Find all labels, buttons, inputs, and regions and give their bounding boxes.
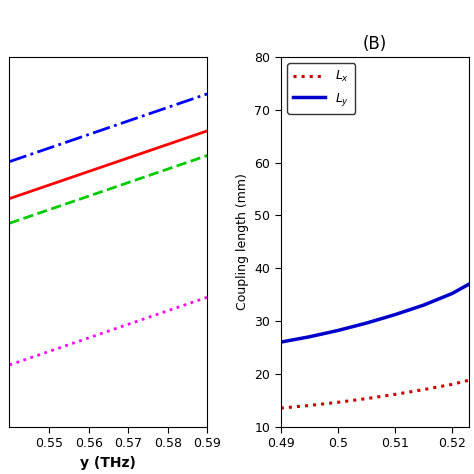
$L_x$ [307, 402, 312, 408]
$L_x$ [466, 377, 472, 383]
Title: (B): (B) [363, 35, 387, 53]
Y-axis label: Coupling length (mm): Coupling length (mm) [236, 173, 249, 310]
$L_y$ [307, 334, 312, 340]
Legend: $L_x$, $L_y$: $L_x$, $L_y$ [287, 63, 355, 114]
$L_x$ [421, 387, 427, 392]
$L_y$ [449, 291, 455, 296]
$L_x$ [278, 405, 283, 411]
$L_x$ [335, 400, 341, 405]
$L_x$ [364, 396, 369, 401]
$L_y$ [364, 320, 369, 326]
X-axis label: y (THz): y (THz) [81, 456, 137, 470]
Line: $L_x$: $L_x$ [281, 380, 469, 408]
$L_y$ [335, 328, 341, 333]
$L_y$ [392, 312, 398, 318]
$L_y$ [421, 302, 427, 308]
Line: $L_y$: $L_y$ [281, 284, 469, 342]
$L_x$ [449, 382, 455, 387]
$L_y$ [466, 281, 472, 287]
$L_y$ [278, 339, 283, 345]
$L_x$ [392, 392, 398, 397]
